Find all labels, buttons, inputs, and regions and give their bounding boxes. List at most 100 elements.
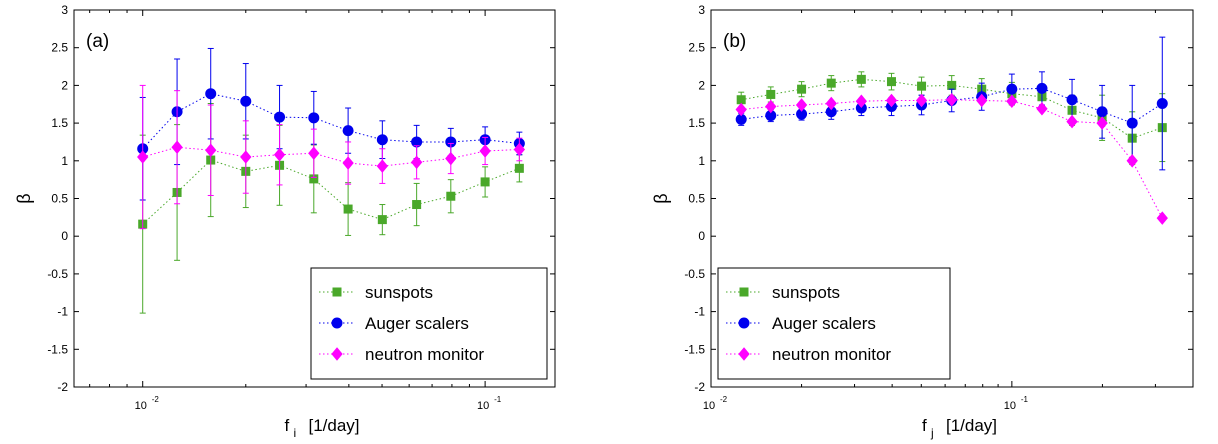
y-tick-label: 2.5 — [688, 41, 705, 55]
data-point — [1157, 98, 1167, 108]
series-neutron-monitor — [138, 85, 525, 228]
x-tick-label-exponent: -1 — [1021, 395, 1029, 404]
x-tick-label-exponent: -1 — [494, 395, 502, 404]
panel-a: -2 -1.5 -1 -0.5 0 0.5 1 1.5 2 2.5 3 10 -2 10 -1 f i [1/da… — [14, 3, 555, 440]
y-tick-label: 3 — [698, 3, 705, 17]
legend-label: Auger scalers — [365, 314, 469, 333]
data-point — [412, 156, 422, 168]
data-point — [275, 149, 285, 161]
legend-label: neutron monitor — [772, 345, 891, 364]
data-point — [797, 99, 807, 111]
data-point — [1097, 107, 1107, 117]
y-axis-label: β — [14, 193, 34, 203]
y-tick-label: 2 — [61, 78, 68, 92]
y-tick-label: -2 — [57, 380, 68, 394]
legend-label: neutron monitor — [365, 345, 484, 364]
legend-marker — [333, 288, 341, 296]
data-point — [857, 75, 865, 83]
x-tick-label-exponent: -2 — [720, 395, 728, 404]
y-tick-label: 1.5 — [688, 116, 705, 130]
x-axis-label-subscript: j — [930, 426, 934, 440]
data-point — [1127, 118, 1137, 128]
y-tick-label: 2 — [698, 78, 705, 92]
y-tick-label: 3 — [61, 3, 68, 17]
y-tick-label: -0.5 — [47, 267, 68, 281]
y-tick-label: 1 — [61, 154, 68, 168]
data-point — [1037, 103, 1047, 115]
data-point — [827, 79, 835, 87]
data-point — [309, 147, 319, 159]
data-point — [413, 201, 421, 209]
series-line — [143, 147, 520, 166]
data-point — [343, 157, 353, 169]
x-tick-label: 10 — [703, 400, 715, 412]
data-point — [887, 78, 895, 86]
data-point — [241, 96, 251, 106]
y-tick-label: 0.5 — [51, 192, 68, 206]
data-point — [172, 141, 182, 153]
data-point — [446, 153, 456, 165]
data-point — [344, 205, 352, 213]
data-point — [378, 216, 386, 224]
y-tick-label: 0 — [698, 229, 705, 243]
series-line — [143, 160, 520, 224]
data-point — [480, 145, 490, 157]
series-line — [143, 94, 520, 149]
y-tick-label: -0.5 — [684, 267, 705, 281]
panel-label: (b) — [723, 31, 746, 52]
y-tick-label: -1 — [694, 305, 705, 319]
data-point — [1067, 116, 1077, 128]
x-axis-label-subscript: i — [294, 426, 297, 440]
data-point — [767, 90, 775, 98]
x-tick-label: 10 — [477, 400, 489, 412]
data-point — [343, 126, 353, 136]
data-point — [241, 151, 251, 163]
x-axis-label: f — [285, 416, 290, 435]
y-tick-label: 1 — [698, 154, 705, 168]
y-tick-label: -1.5 — [684, 342, 705, 356]
data-point — [206, 89, 216, 99]
data-point — [918, 82, 926, 90]
legend: sunspots Auger scalers neutron monitor — [718, 268, 950, 379]
x-tick-label: 10 — [135, 400, 147, 412]
data-point — [309, 113, 319, 123]
y-tick-label: 0 — [61, 229, 68, 243]
y-tick-label: -1 — [57, 305, 68, 319]
series-auger-scalers — [138, 48, 525, 200]
data-point — [1037, 83, 1047, 93]
data-point — [275, 112, 285, 122]
y-tick-label: 0.5 — [688, 192, 705, 206]
legend-marker — [739, 318, 749, 328]
y-tick-label: 1.5 — [51, 116, 68, 130]
legend-label: Auger scalers — [772, 314, 876, 333]
data-point — [766, 101, 776, 113]
panel-b: -2 -1.5 -1 -0.5 0 0.5 1 1.5 2 2.5 3 10 -2 10 -1 f j [1/da… — [651, 3, 1193, 440]
data-point — [377, 160, 387, 172]
legend-marker — [332, 318, 342, 328]
x-axis-label: f — [922, 416, 927, 435]
data-point — [736, 104, 746, 116]
y-axis-label: β — [651, 193, 671, 203]
x-axis-label-unit: [1/day] — [946, 416, 997, 435]
data-point — [377, 135, 387, 145]
y-tick-label: 2.5 — [51, 41, 68, 55]
data-point — [1127, 155, 1137, 167]
x-tick-label: 10 — [1004, 400, 1016, 412]
legend-label: sunspots — [365, 283, 433, 302]
legend-marker — [740, 288, 748, 296]
legend: sunspots Auger scalers neutron monitor — [311, 268, 547, 379]
y-tick-label: -1.5 — [47, 342, 68, 356]
data-point — [948, 81, 956, 89]
data-point — [481, 178, 489, 186]
x-tick-label-exponent: -2 — [152, 395, 160, 404]
data-point — [515, 164, 523, 172]
data-point — [1067, 95, 1077, 105]
data-point — [447, 192, 455, 200]
legend-label: sunspots — [772, 283, 840, 302]
y-tick-label: -2 — [694, 380, 705, 394]
panel-label: (a) — [86, 31, 109, 52]
data-point — [1157, 212, 1167, 224]
data-point — [206, 144, 216, 156]
data-point — [798, 85, 806, 93]
